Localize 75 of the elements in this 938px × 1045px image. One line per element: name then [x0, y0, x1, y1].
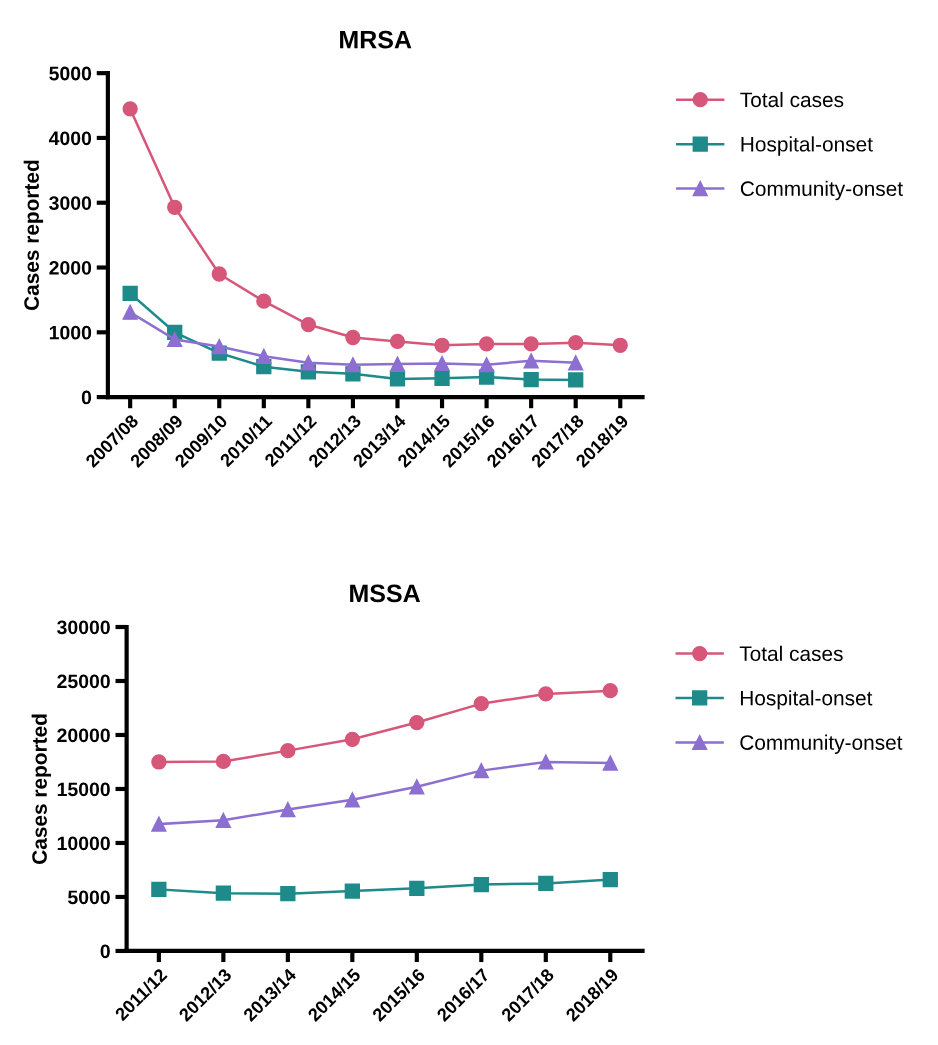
point: [389, 333, 406, 350]
point: [568, 355, 584, 371]
point: [523, 353, 539, 369]
point: [211, 338, 227, 355]
legend-label: Total cases: [739, 645, 843, 662]
point: [389, 371, 406, 387]
point: [473, 762, 489, 779]
y-tick-label: 5000: [68, 890, 110, 905]
y-tick-label: 0: [100, 944, 110, 959]
point: [473, 876, 489, 893]
point: [344, 883, 360, 899]
point: [122, 101, 138, 117]
point: [280, 886, 296, 902]
point: [602, 872, 618, 888]
point: [345, 357, 361, 373]
point: [409, 779, 425, 795]
point: [478, 357, 495, 373]
point: [215, 753, 232, 770]
point: [215, 812, 232, 828]
y-axis-title: Cases reported: [31, 714, 52, 864]
point: [211, 266, 227, 282]
point: [256, 293, 272, 309]
point: [538, 686, 554, 702]
legend-label: Community-onset: [740, 734, 903, 755]
y-tick-label: 5000: [49, 66, 92, 81]
point: [568, 335, 584, 351]
y-axis-title: Cases reported: [23, 160, 44, 311]
y-tick-label: 25000: [57, 674, 110, 689]
point: [300, 316, 317, 333]
point: [538, 754, 554, 770]
point: [473, 696, 489, 712]
point: [389, 356, 406, 372]
point: [523, 336, 539, 352]
point: [256, 348, 272, 364]
point: [151, 754, 167, 770]
point: [345, 329, 361, 346]
legend-label: Community-onset: [740, 180, 903, 201]
point: [344, 792, 360, 808]
point: [280, 801, 296, 818]
point: [409, 880, 425, 896]
y-tick-label: 10000: [57, 836, 110, 851]
point: [409, 714, 425, 731]
point: [151, 816, 167, 832]
y-tick-label: 2000: [49, 260, 92, 275]
y-tick-label: 20000: [57, 728, 110, 743]
point: [568, 372, 584, 388]
legend-label: Total cases: [740, 91, 844, 108]
y-tick-label: 3000: [49, 196, 92, 210]
y-tick-label: 0: [81, 390, 92, 405]
point: [215, 885, 232, 901]
legend-label: Hospital-onset: [741, 136, 873, 156]
point: [344, 731, 360, 747]
point: [478, 336, 495, 352]
y-tick-label: 1000: [49, 325, 92, 340]
point: [434, 370, 450, 386]
point: [151, 881, 167, 898]
point: [602, 755, 618, 771]
point: [167, 331, 183, 348]
point: [434, 355, 450, 372]
y-tick-label: 4000: [48, 131, 92, 146]
y-tick-label: 30000: [57, 620, 110, 635]
point: [538, 875, 554, 892]
chart-title: MSSA: [350, 584, 421, 603]
point: [122, 285, 138, 302]
point: [280, 743, 296, 759]
point: [167, 199, 183, 215]
point: [523, 371, 539, 388]
legend-label: Hospital-onset: [740, 690, 873, 710]
y-tick-label: 15000: [57, 782, 110, 797]
point: [300, 355, 317, 371]
point: [434, 337, 450, 353]
point: [122, 304, 138, 320]
point: [602, 683, 618, 699]
chart-title: MRSA: [340, 30, 412, 49]
point: [612, 337, 628, 353]
